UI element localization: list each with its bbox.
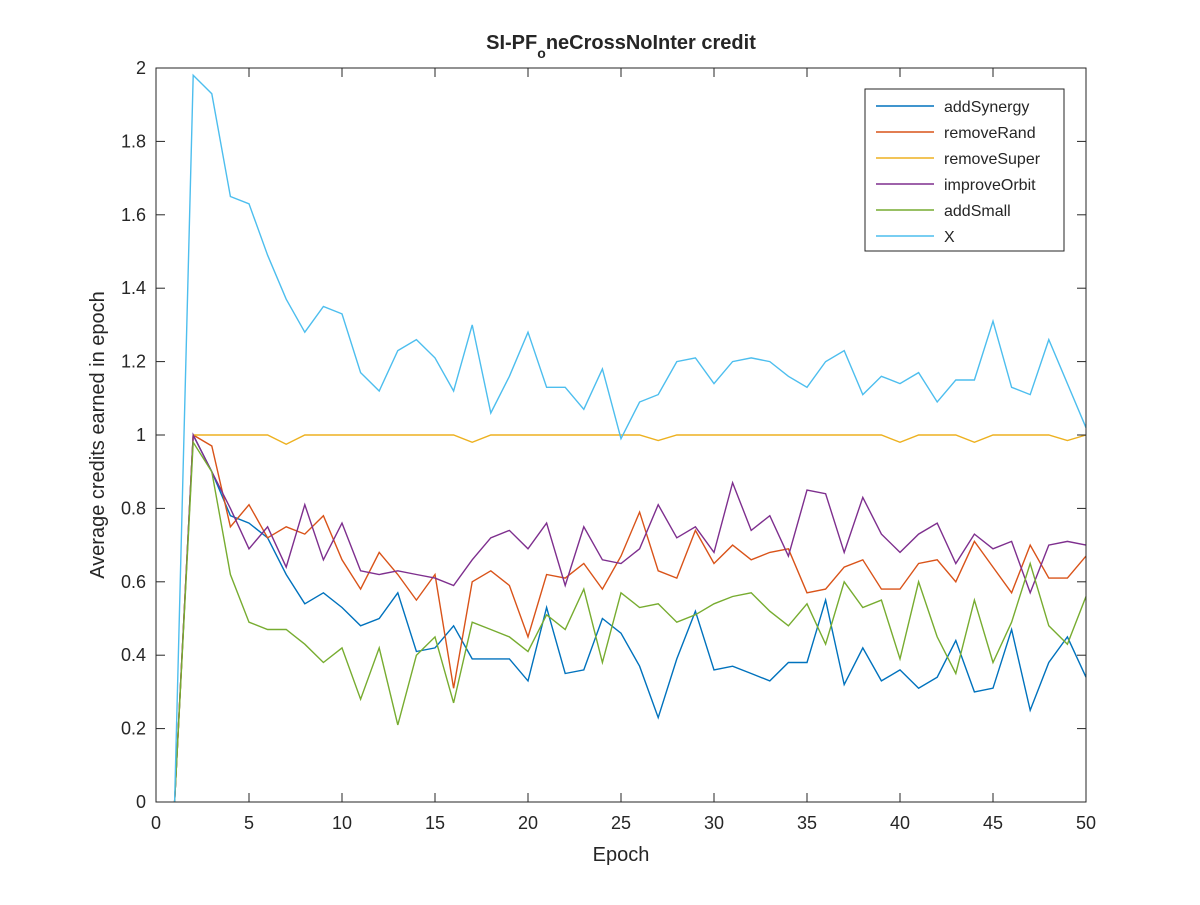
- series-line-removeSuper: [173, 434, 1087, 803]
- x-tick-label: 20: [518, 813, 538, 833]
- y-tick-label: 0: [136, 792, 146, 812]
- x-axis-label: Epoch: [593, 844, 650, 866]
- ticks-layer: 0 5 10 15 20 25 30 35 40 45 50 0 0.2 0.4 0.6 0.8 1 1.2 1.4…: [121, 58, 1096, 833]
- series-line-removeRand: [173, 433, 1087, 803]
- y-tick-label: 1.8: [121, 131, 146, 151]
- legend-items: addSynergy removeRand removeSuper improveOr…: [876, 99, 1041, 246]
- series-line-addSynergy: [173, 432, 1087, 803]
- series-line-X: [173, 73, 1087, 803]
- y-tick-label: 1.4: [121, 278, 146, 298]
- legend-label-addSynergy: addSynergy: [944, 99, 1029, 116]
- series-layer: [173, 73, 1087, 803]
- legend-label-removeSuper: removeSuper: [944, 151, 1041, 168]
- chart-title: SI-PFoneCrossNoInter credit: [486, 32, 756, 61]
- chart-title-rest: neCrossNoInter credit: [546, 32, 756, 54]
- y-tick-label: 1.6: [121, 205, 146, 225]
- legend-label-X: X: [944, 229, 955, 246]
- x-tick-label: 35: [797, 813, 817, 833]
- legend-label-improveOrbit: improveOrbit: [944, 177, 1036, 194]
- x-tick-label: 10: [332, 813, 352, 833]
- y-tick-label: 0.2: [121, 719, 146, 739]
- x-tick-label: 15: [425, 813, 445, 833]
- x-tick-label: 5: [244, 813, 254, 833]
- chart-title-main: SI-PF: [486, 32, 537, 54]
- y-tick-label: 1.2: [121, 352, 146, 372]
- x-tick-label: 50: [1076, 813, 1096, 833]
- y-tick-label: 0.6: [121, 572, 146, 592]
- x-tick-label: 0: [151, 813, 161, 833]
- y-tick-label: 2: [136, 58, 146, 78]
- x-tick-label: 45: [983, 813, 1003, 833]
- legend-label-addSmall: addSmall: [944, 203, 1011, 220]
- y-tick-label: 1: [136, 425, 146, 445]
- series-line-addSmall: [173, 440, 1087, 803]
- chart-title-subscript: o: [537, 45, 546, 61]
- x-tick-label: 30: [704, 813, 724, 833]
- plot-frame: [155, 67, 1087, 803]
- x-tick-label: 25: [611, 813, 631, 833]
- y-axis-label: Average credits earned in epoch: [87, 291, 109, 579]
- series-line-improveOrbit: [173, 432, 1087, 803]
- legend: addSynergy removeRand removeSuper improveOr…: [864, 88, 1065, 252]
- x-tick-label: 40: [890, 813, 910, 833]
- legend-box: [864, 88, 1065, 252]
- legend-label-removeRand: removeRand: [944, 125, 1036, 142]
- y-tick-label: 0.8: [121, 498, 146, 518]
- y-tick-label: 0.4: [121, 645, 146, 665]
